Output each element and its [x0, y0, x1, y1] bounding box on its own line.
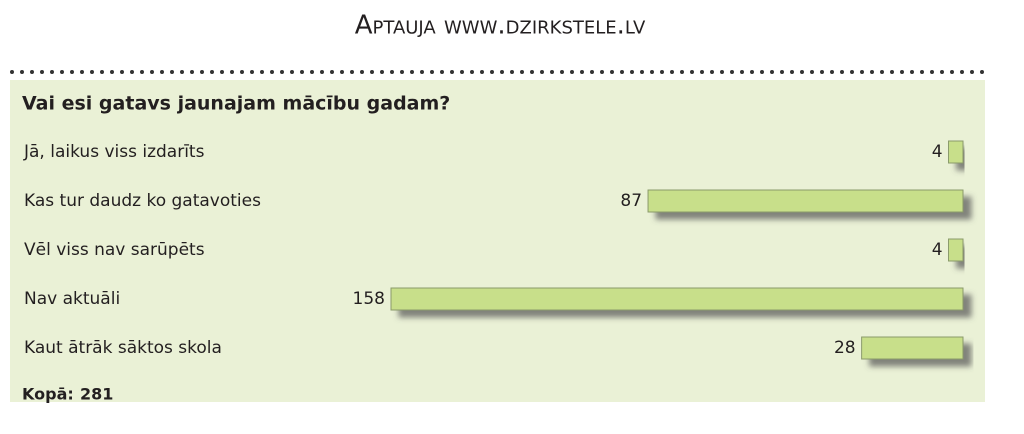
bar	[390, 287, 964, 311]
value-label: 4	[932, 142, 943, 162]
total-value: 281	[80, 385, 113, 404]
panel	[10, 80, 985, 402]
chart-subtitle: Vai esi gatavs jaunajam mācību gadam?	[22, 93, 450, 115]
category-label: Vēl viss nav sarūpēts	[24, 240, 205, 260]
value-label: 28	[834, 338, 856, 358]
chart-title: Aptauja www.dzirkstele.lv	[355, 11, 646, 41]
value-label: 4	[932, 240, 943, 260]
value-label: 87	[620, 191, 642, 211]
bar	[948, 238, 964, 262]
total-label: Kopā:	[22, 385, 74, 404]
bar	[861, 336, 964, 360]
value-label: 158	[353, 289, 385, 309]
bar	[647, 189, 964, 213]
category-label: Kaut ātrāk sāktos skola	[24, 338, 222, 358]
bar	[948, 140, 964, 164]
category-label: Jā, laikus viss izdarīts	[23, 142, 205, 162]
category-label: Kas tur daudz ko gatavoties	[24, 191, 261, 211]
category-label: Nav aktuāli	[24, 289, 120, 309]
